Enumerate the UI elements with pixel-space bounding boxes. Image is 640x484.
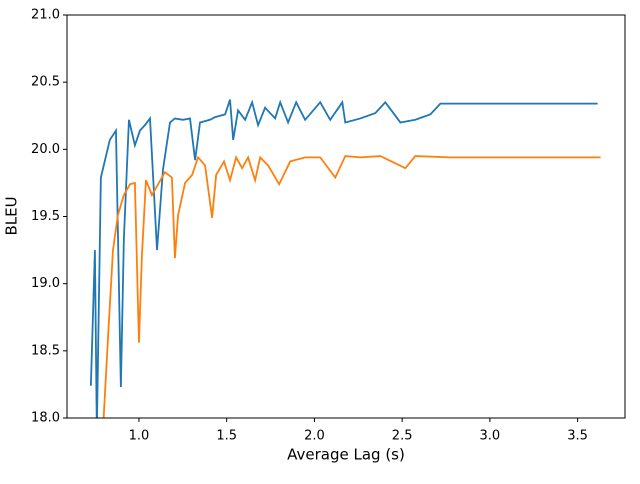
x-tick-label: 2.0	[304, 429, 325, 444]
y-tick-label: 20.5	[31, 75, 60, 90]
y-tick-label: 19.5	[31, 209, 60, 224]
y-tick-label: 18.5	[31, 343, 60, 358]
x-tick-label: 3.5	[567, 429, 588, 444]
y-tick-label: 19.0	[31, 276, 60, 291]
x-tick-label: 2.5	[392, 429, 413, 444]
x-tick-label: 1.5	[216, 429, 237, 444]
y-tick-label: 20.0	[31, 142, 60, 157]
x-tick-label: 1.0	[129, 429, 150, 444]
x-axis-label: Average Lag (s)	[287, 446, 405, 464]
plot-frame	[66, 14, 626, 419]
plot-area	[89, 99, 601, 418]
series-line	[89, 99, 598, 418]
series-line	[102, 155, 601, 418]
y-tick-label: 18.0	[31, 411, 60, 426]
x-tick-label: 3.0	[480, 429, 501, 444]
y-tick-label: 21.0	[31, 8, 60, 23]
y-axis-label: BLEU	[3, 196, 21, 235]
